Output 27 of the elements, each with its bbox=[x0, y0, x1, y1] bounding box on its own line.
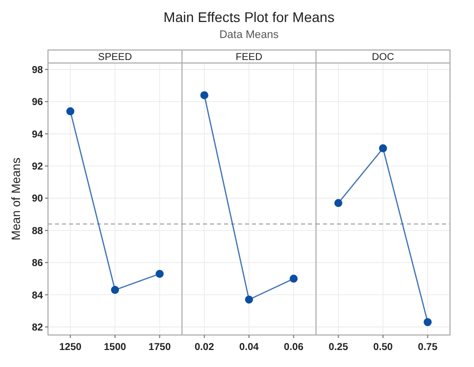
x-tick-label: 0.02 bbox=[194, 342, 214, 353]
x-tick-label: 1750 bbox=[148, 342, 172, 353]
point bbox=[66, 107, 74, 116]
y-tick-label: 86 bbox=[32, 258, 44, 270]
x-tick-label: 0.04 bbox=[239, 342, 260, 353]
point bbox=[156, 270, 164, 278]
x-tick-label: 0.06 bbox=[284, 342, 304, 353]
chart-title: Main Effects Plot for Means bbox=[164, 9, 334, 25]
y-tick-label: 90 bbox=[32, 194, 44, 205]
y-tick-label: 96 bbox=[32, 97, 44, 108]
y-tick-label: 94 bbox=[32, 129, 44, 140]
x-tick-label: 0.75 bbox=[418, 342, 438, 353]
x-axis-title: SPEED bbox=[98, 52, 132, 63]
y-tick-label: 92 bbox=[32, 162, 44, 173]
x-axis-title: FEED bbox=[236, 52, 262, 63]
x-axis-title: DOC bbox=[372, 52, 394, 63]
x-tick-label: 1500 bbox=[104, 342, 127, 353]
y-tick-label: 98 bbox=[32, 64, 44, 76]
point bbox=[111, 286, 119, 294]
y-axis-title: Mean of Means bbox=[9, 158, 23, 240]
x-tick-label: 1250 bbox=[59, 342, 82, 353]
y-tick-label: 82 bbox=[32, 322, 44, 334]
x-tick-label: 0.25 bbox=[328, 342, 348, 353]
x-tick-label: 0.50 bbox=[373, 342, 394, 353]
y-tick-label: 88 bbox=[32, 226, 44, 237]
chart-subtitle: Data Means bbox=[219, 29, 280, 41]
y-tick-label: 84 bbox=[32, 290, 44, 302]
